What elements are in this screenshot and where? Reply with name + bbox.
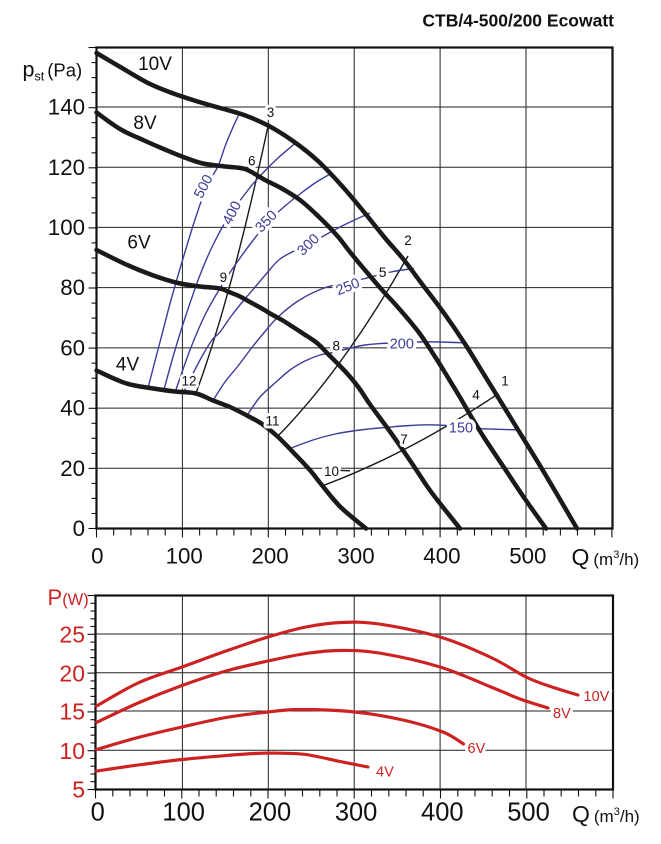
svg-text:8V: 8V [133,113,157,134]
svg-text:200: 200 [390,337,414,353]
svg-text:150: 150 [449,420,473,436]
svg-text:5: 5 [379,265,387,280]
svg-text:60: 60 [60,335,85,360]
svg-text:pst(Pa): pst (Pa) [23,58,83,84]
svg-text:200: 200 [249,799,292,827]
svg-text:10: 10 [324,464,339,479]
svg-text:0: 0 [73,516,85,541]
svg-text:500: 500 [507,799,550,827]
svg-text:3: 3 [267,105,275,120]
svg-text:10: 10 [59,738,85,764]
svg-text:300: 300 [335,799,378,827]
svg-text:2: 2 [404,233,412,248]
svg-text:40: 40 [60,396,85,421]
svg-text:4V: 4V [116,355,140,376]
svg-text:Q(m3/h): Q (m3/h) [572,544,640,570]
svg-text:0: 0 [91,799,105,827]
svg-text:4V: 4V [376,765,394,781]
svg-text:8: 8 [333,339,341,354]
svg-text:20: 20 [60,456,85,481]
svg-text:80: 80 [60,275,85,300]
svg-text:12: 12 [181,374,196,389]
svg-text:CTB/4-500/200 Ecowatt: CTB/4-500/200 Ecowatt [422,11,614,31]
svg-text:6V: 6V [468,741,486,757]
svg-text:15: 15 [59,699,85,725]
svg-text:100: 100 [48,215,85,240]
svg-text:400: 400 [421,799,464,827]
svg-text:300: 300 [337,544,374,569]
svg-text:7: 7 [400,432,408,447]
svg-text:20: 20 [59,660,85,686]
svg-text:500: 500 [509,544,546,569]
svg-text:9: 9 [220,270,228,285]
svg-text:100: 100 [162,799,205,827]
svg-text:120: 120 [48,155,85,180]
svg-text:10V: 10V [584,689,610,705]
svg-text:6V: 6V [127,233,151,254]
svg-text:5: 5 [72,777,85,803]
svg-text:11: 11 [265,414,279,429]
svg-text:400: 400 [423,544,460,569]
svg-text:1: 1 [501,374,509,389]
svg-text:140: 140 [48,95,85,120]
svg-text:10V: 10V [138,54,172,75]
svg-text:8V: 8V [553,706,571,722]
svg-text:100: 100 [166,544,203,569]
svg-text:25: 25 [59,622,85,648]
svg-text:0: 0 [91,544,103,569]
svg-text:4: 4 [472,388,480,403]
svg-text:6: 6 [248,153,256,168]
svg-text:200: 200 [251,544,288,569]
